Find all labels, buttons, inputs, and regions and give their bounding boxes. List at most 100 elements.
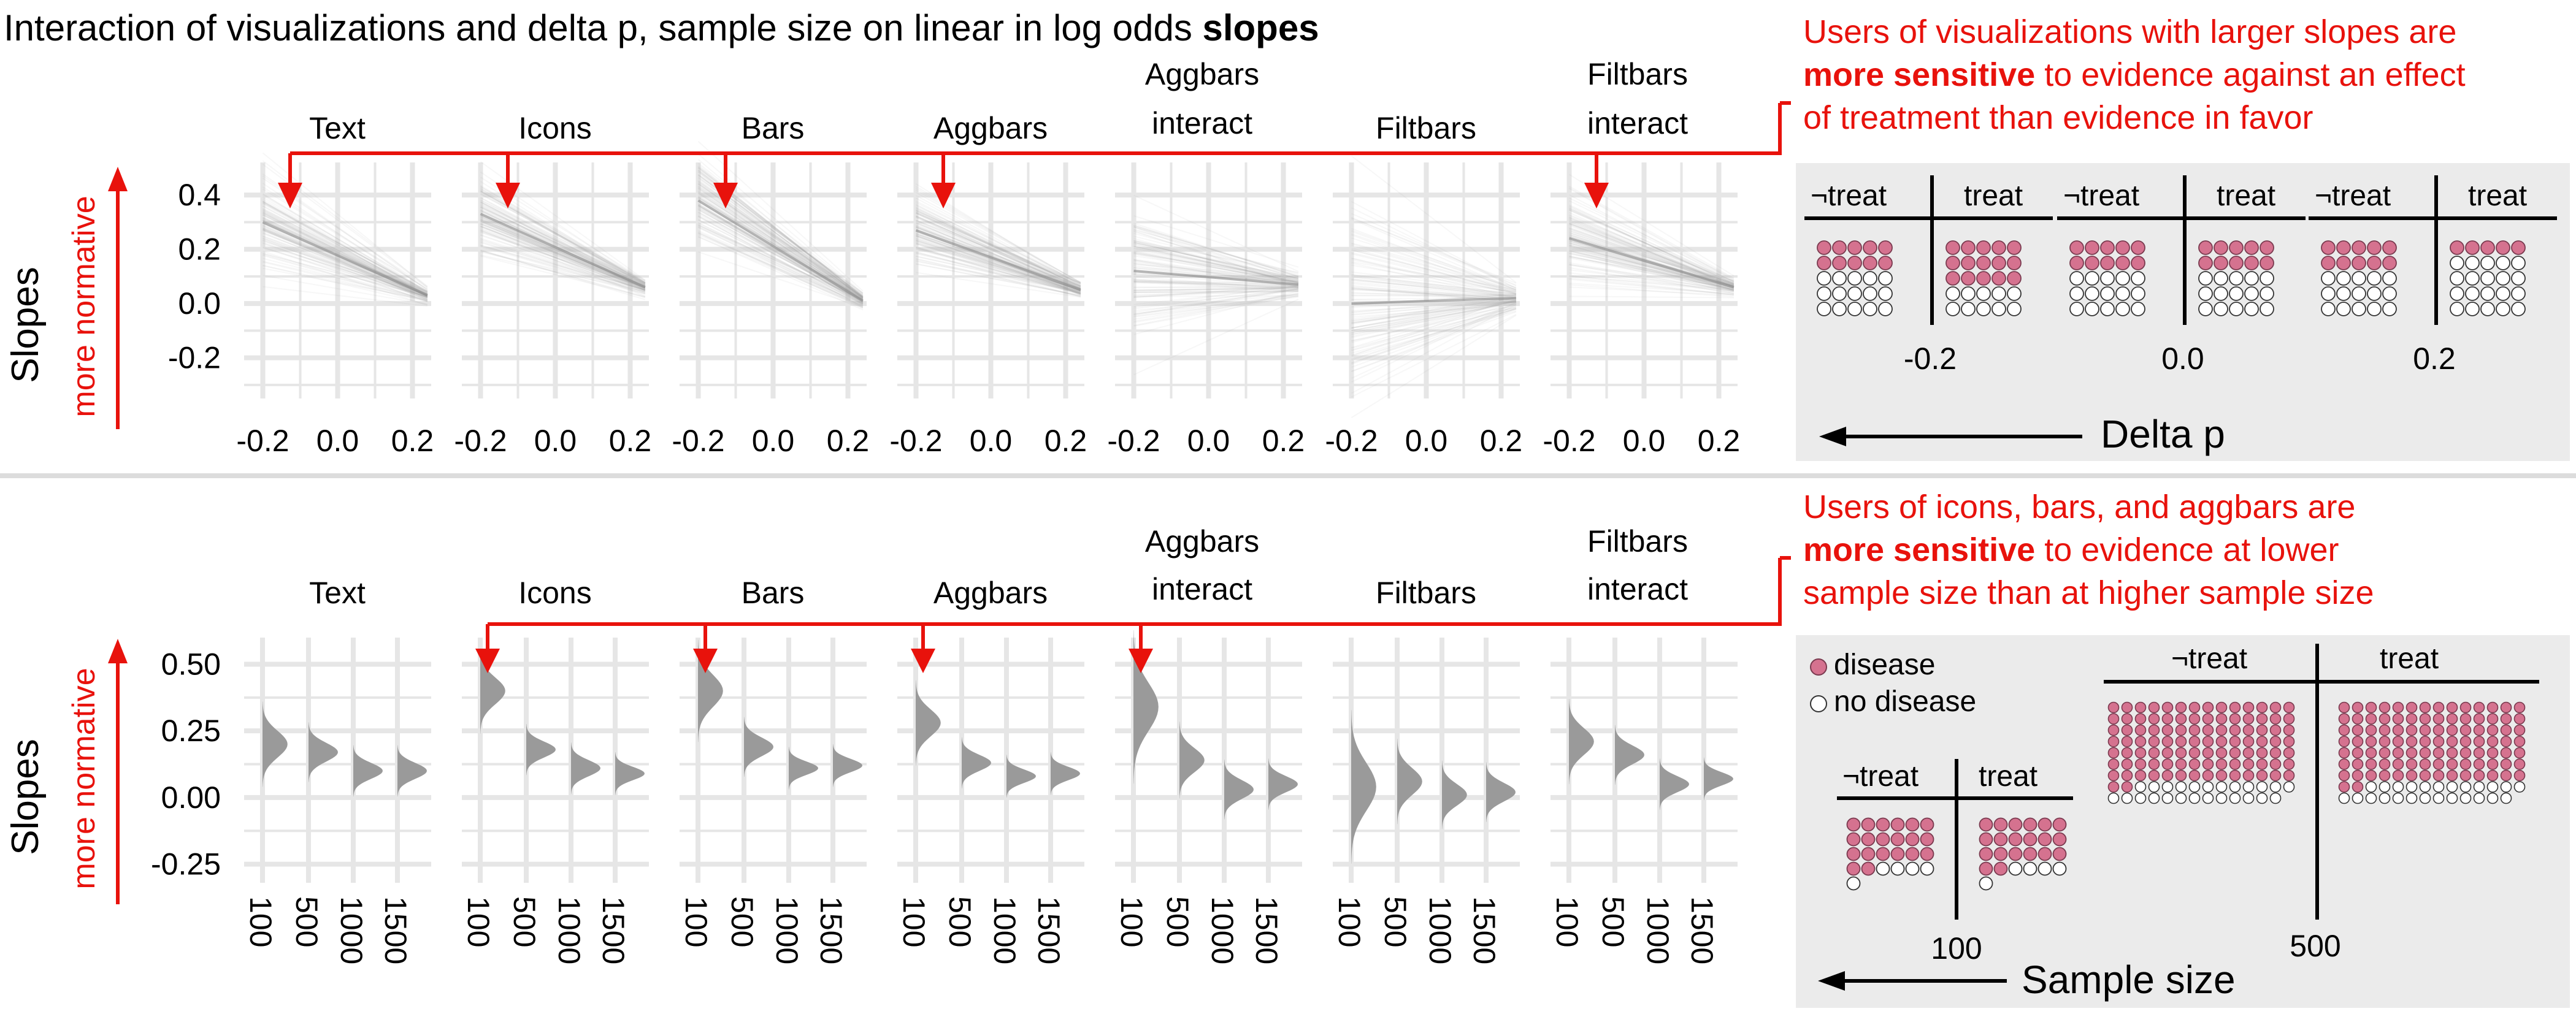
legend-small-dot-nodisease xyxy=(1890,861,1905,876)
legend-small-dot-disease xyxy=(2037,817,2052,832)
top-series-line xyxy=(1133,242,1299,281)
top-series-line xyxy=(263,227,428,297)
legend-small-dot-disease xyxy=(2023,817,2037,832)
legend-top-dot-disease xyxy=(1832,256,1847,270)
bottom-xtick-1-2: 1000 xyxy=(552,896,586,964)
legend-top-dot-disease xyxy=(1976,240,1991,255)
top-series-line xyxy=(1133,229,1299,274)
top-series-line xyxy=(263,267,428,301)
legend-large-dot-nodisease xyxy=(2379,781,2391,793)
top-series-line xyxy=(916,211,1081,287)
legend-top-group-label-0: -0.2 xyxy=(1904,341,1957,376)
top-series-line xyxy=(263,205,428,295)
top-series-line xyxy=(916,224,1081,290)
top-series-line xyxy=(1351,300,1517,329)
top-series-line xyxy=(1569,224,1735,289)
top-series-line xyxy=(480,250,646,298)
top-series-line xyxy=(480,226,646,291)
top-series-line xyxy=(1133,225,1299,276)
top-series-line xyxy=(916,195,1081,285)
legend-top-dot-disease xyxy=(2465,240,2480,255)
top-series-line xyxy=(480,229,646,291)
legend-top-dot-nodisease xyxy=(1976,302,1991,316)
legend-top-dot-disease xyxy=(1945,271,1960,286)
top-series-line xyxy=(1133,293,1299,311)
legend-large-dot-nodisease xyxy=(2486,781,2499,793)
legend-large-dot-disease xyxy=(2446,724,2458,736)
top-series-line xyxy=(698,232,864,307)
bottom-xtick-0-0: 100 xyxy=(243,896,278,947)
legend-large-dot-disease xyxy=(2459,701,2472,714)
top-series-line xyxy=(263,200,428,294)
legend-top-dot-disease xyxy=(2496,240,2510,255)
legend-large-dot-disease xyxy=(2134,769,2147,782)
top-series-line xyxy=(1133,240,1299,284)
legend-large-dot-disease xyxy=(2283,701,2295,714)
top-series-line xyxy=(263,214,428,293)
top-series-line xyxy=(263,242,428,302)
legend-large-dot-disease xyxy=(2352,713,2364,725)
top-series-line xyxy=(1569,230,1735,287)
legend-small-dot-disease xyxy=(1920,832,1934,847)
legend-top-dot-disease xyxy=(2100,240,2115,255)
top-series-line xyxy=(916,202,1081,284)
legend-small-dot-disease xyxy=(1890,832,1905,847)
top-series-line xyxy=(1351,233,1517,291)
legend-top-dot-nodisease xyxy=(2321,302,2336,316)
top-series-line xyxy=(1133,279,1298,289)
top-series-line xyxy=(263,229,428,297)
top-series-line xyxy=(480,228,646,292)
legend-large-dot-disease xyxy=(2473,724,2485,736)
top-series-line xyxy=(480,197,646,284)
legend-large-dot-disease xyxy=(2338,769,2350,782)
top-series-line xyxy=(916,235,1081,294)
legend-top-group-2: ¬treat treat 0.2 xyxy=(2309,175,2557,376)
top-mean-line-2 xyxy=(697,199,864,302)
top-series-line xyxy=(1569,286,1734,296)
top-series-line xyxy=(1133,295,1298,297)
top-series-line xyxy=(480,219,646,294)
legend-large-dot-disease xyxy=(2229,713,2241,725)
legend-large-dot-nodisease xyxy=(2459,781,2472,793)
top-series-line xyxy=(916,246,1081,292)
top-series-line xyxy=(263,239,428,297)
top-series-line xyxy=(1133,255,1299,281)
legend-large-dot-disease xyxy=(2365,736,2377,747)
legend-large-dot-disease xyxy=(2256,724,2268,736)
top-series-line xyxy=(1569,209,1735,282)
top-series-line xyxy=(916,252,1081,292)
legend-large-dot-disease xyxy=(2283,769,2295,782)
top-xtick-3-1: 0.0 xyxy=(970,424,1013,458)
legend-small-dot-nodisease xyxy=(2023,861,2037,876)
top-series-line xyxy=(1351,308,1517,360)
legend-top-dot-nodisease xyxy=(2465,271,2480,286)
bottom-xtick-5-3: 1500 xyxy=(1467,896,1501,964)
bottom-xtick-2-1: 500 xyxy=(725,896,759,947)
legend-top-dot-nodisease xyxy=(2382,302,2397,316)
top-series-line xyxy=(1351,297,1517,322)
legend-large-dot-nodisease xyxy=(2405,792,2418,804)
top-series-line xyxy=(1351,264,1517,294)
top-series-line xyxy=(1569,214,1735,283)
legend-large-dot-disease xyxy=(2107,736,2120,747)
top-series-line xyxy=(697,206,864,305)
top-series-line xyxy=(263,226,428,300)
top-series-line xyxy=(1351,245,1517,292)
top-series-line xyxy=(1569,236,1735,287)
legend-large-dot-disease xyxy=(2134,713,2147,725)
top-series-line xyxy=(916,251,1081,295)
bottom-ridge-4-3 xyxy=(1268,758,1298,810)
top-series-line xyxy=(263,210,428,294)
top-series-line xyxy=(263,211,428,297)
top-mean-line-1 xyxy=(480,213,646,289)
legend-top-dot-nodisease xyxy=(2336,271,2351,286)
top-series-line xyxy=(1133,273,1298,288)
top-series-line xyxy=(1351,276,1517,297)
legend-large-dot-disease xyxy=(2161,713,2174,725)
legend-large-dot-disease xyxy=(2379,747,2391,759)
legend-large-dot-disease xyxy=(2175,747,2187,759)
top-series-line xyxy=(1351,301,1517,334)
legend-large-dot-disease xyxy=(2215,769,2228,782)
top-series-line xyxy=(916,263,1081,296)
top-series-line xyxy=(1133,252,1299,284)
